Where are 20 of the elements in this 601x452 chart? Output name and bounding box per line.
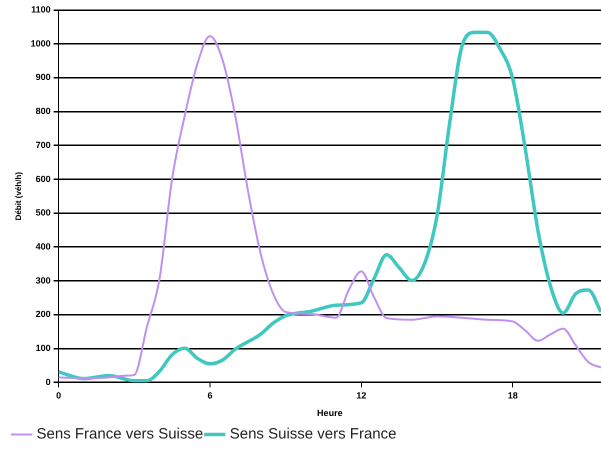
x-tick-label: 0 xyxy=(56,390,62,400)
legend-label: Sens France vers Suisse xyxy=(36,426,204,443)
x-tick-label: 12 xyxy=(356,390,366,400)
x-tick-label: 6 xyxy=(207,390,212,400)
y-tick-label: 0 xyxy=(46,376,51,387)
y-axis-title: Débit (véh/h) xyxy=(14,172,24,220)
y-tick-label: 700 xyxy=(36,140,51,150)
y-tick-label: 1100 xyxy=(31,4,51,14)
y-tick-label: 300 xyxy=(36,275,51,286)
x-tick-label: 18 xyxy=(508,390,518,400)
y-tick-label: 200 xyxy=(36,309,51,320)
y-tick-label: 400 xyxy=(36,241,51,252)
y-tick-label: 600 xyxy=(36,174,51,184)
x-axis-title: Heure xyxy=(317,408,343,418)
y-tick-label: 1000 xyxy=(30,38,51,48)
y-tick-label: 500 xyxy=(36,208,51,218)
y-tick-label: 900 xyxy=(36,72,51,82)
legend-label: Sens Suisse vers France xyxy=(230,426,396,443)
y-tick-label: 800 xyxy=(36,106,51,116)
y-tick-label: 100 xyxy=(36,343,51,354)
